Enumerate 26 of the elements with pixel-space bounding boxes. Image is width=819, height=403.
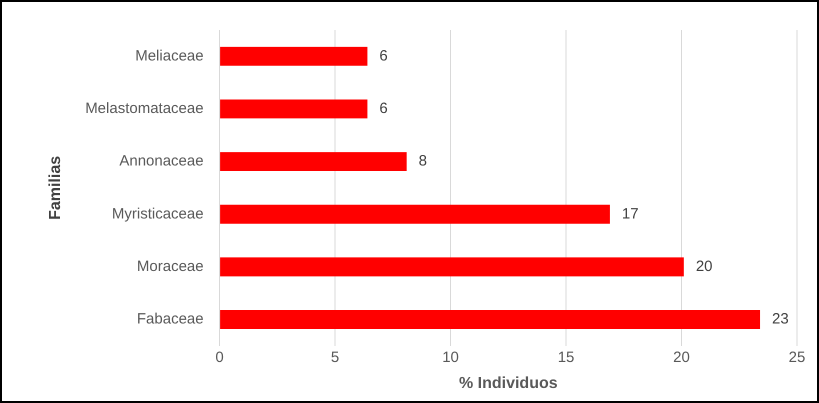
y-tick-label: Melastomataceae	[85, 100, 204, 118]
x-tick-label: 10	[442, 348, 459, 366]
x-tick-label: 15	[558, 348, 574, 366]
bar	[220, 152, 407, 172]
x-tick-label: 25	[788, 348, 806, 366]
bar	[220, 310, 760, 329]
x-tick-label: 5	[330, 348, 340, 366]
y-tick-label: Myristicaceae	[112, 205, 204, 222]
x-tick-label: 20	[673, 348, 690, 366]
data-label: 20	[696, 258, 713, 275]
bar	[220, 99, 368, 118]
y-tick-label: Moraceae	[136, 258, 204, 275]
bar	[220, 204, 610, 224]
y-tick-label: Annonaceae	[119, 152, 204, 170]
bar	[220, 257, 684, 276]
data-label: 6	[379, 100, 388, 118]
data-label: 23	[772, 310, 789, 328]
y-tick-label: Fabaceae	[136, 310, 204, 328]
x-axis-title: % Individuos	[458, 374, 558, 392]
y-tick-label: Meliaceae	[135, 47, 204, 64]
x-tick-label: 0	[215, 348, 224, 366]
y-axis-title: Familias	[47, 156, 64, 220]
data-label: 8	[418, 152, 428, 170]
bar	[220, 46, 368, 66]
data-label: 17	[622, 205, 639, 222]
data-label: 6	[379, 47, 388, 64]
